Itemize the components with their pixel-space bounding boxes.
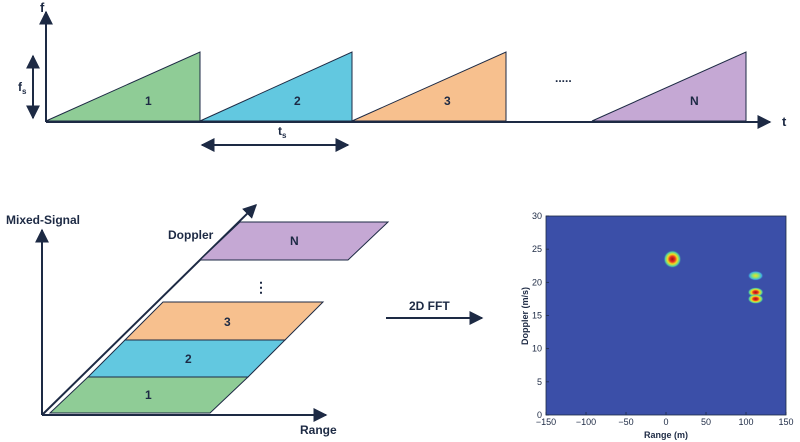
chirp-ellipsis: ..... [555, 71, 572, 85]
x-tick-label: 0 [663, 417, 668, 427]
y-ticks: 0 5 10 15 20 25 30 [532, 211, 549, 420]
chirp-3-label: 3 [444, 94, 451, 108]
x-tick-label: −100 [576, 417, 596, 427]
heatmap-x-label: Range (m) [644, 430, 688, 440]
chirp-3 [351, 51, 507, 122]
ts-label: ts [278, 124, 287, 140]
chirp-1 [45, 51, 201, 122]
chirp-1-label: 1 [145, 94, 152, 108]
range-doppler-heatmap: −150 −100 −50 0 50 100 150 0 5 10 15 20 25 30 Range … [520, 211, 794, 440]
x-ticks: −150 −100 −50 0 50 100 150 [536, 412, 794, 427]
x-tick-label: −50 [618, 417, 633, 427]
chirp-2-label: 2 [294, 94, 301, 108]
fs-label: fs [18, 80, 27, 96]
target-peak [663, 250, 682, 269]
y-tick-label: 5 [537, 377, 542, 387]
target-peak [747, 270, 764, 281]
heatmap-plot-area [545, 215, 787, 416]
doppler-label: Doppler [168, 228, 214, 242]
fft-transform: 2D FFT [386, 299, 484, 325]
range-label: Range [300, 423, 337, 437]
heatmap-y-label: Doppler (m/s) [520, 287, 530, 345]
y-tick-label: 20 [532, 277, 542, 287]
x-tick-label: −150 [536, 417, 556, 427]
chirp-n-label: N [690, 94, 699, 108]
cube-layer-1-label: 1 [145, 388, 152, 402]
fft-label: 2D FFT [409, 299, 450, 313]
chirp-n [591, 51, 747, 122]
chirp-diagram: f t fs 1 2 3 ..... N ts [18, 0, 787, 152]
chirp-2 [199, 51, 353, 122]
mixed-signal-label: Mixed-Signal [6, 213, 80, 227]
x-tick-label: 100 [738, 417, 753, 427]
y-tick-label: 30 [532, 211, 542, 221]
target-peak [747, 293, 764, 304]
cube-ellipsis: ⋮ [254, 279, 268, 295]
heatmap-targets [663, 250, 764, 304]
cube-layer-n-label: N [290, 234, 299, 248]
data-cube-diagram: Mixed-Signal Doppler Range 1 2 3 ⋮ N [6, 204, 390, 437]
cube-layer-2-label: 2 [185, 352, 192, 366]
x-tick-label: 150 [778, 417, 793, 427]
y-tick-label: 10 [532, 344, 542, 354]
f-axis-label: f [40, 0, 45, 15]
x-tick-label: 50 [701, 417, 711, 427]
y-tick-label: 15 [532, 311, 542, 321]
y-tick-label: 0 [537, 410, 542, 420]
cube-layer-n [198, 221, 390, 261]
cube-layer-3-label: 3 [224, 315, 231, 329]
y-tick-label: 25 [532, 244, 542, 254]
cube-layer-3 [123, 301, 325, 341]
t-axis-label: t [782, 114, 787, 129]
